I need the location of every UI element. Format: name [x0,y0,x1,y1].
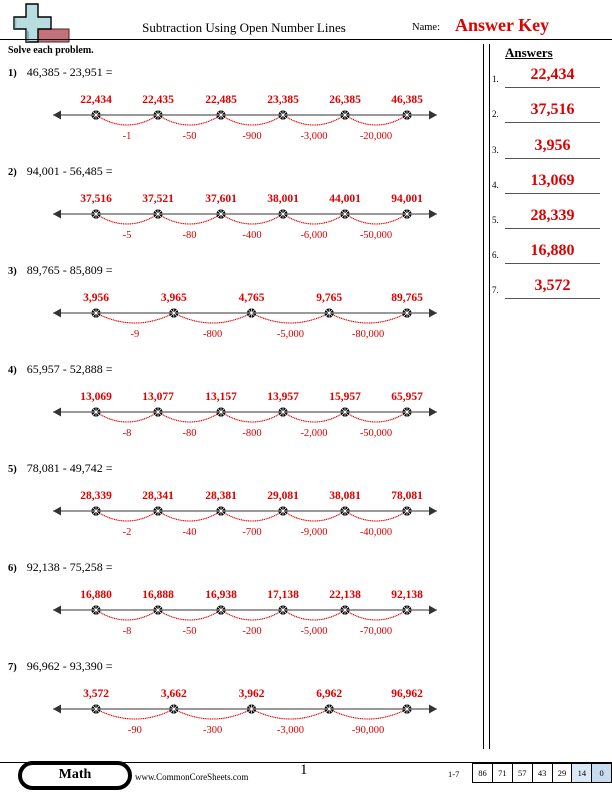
svg-text:-8: -8 [123,428,132,439]
svg-text:-800: -800 [203,329,222,340]
svg-text:22,435: 22,435 [142,94,174,106]
svg-text:3,962: 3,962 [239,688,265,700]
svg-text:89,765: 89,765 [391,292,423,304]
svg-text:-40: -40 [183,527,197,538]
svg-text:26,385: 26,385 [329,94,361,106]
svg-text:-40,000: -40,000 [360,527,392,538]
svg-text:-300: -300 [203,725,222,736]
svg-text:-5,000: -5,000 [277,329,304,340]
svg-text:37,516: 37,516 [80,193,112,205]
svg-text:13,069: 13,069 [80,391,112,403]
svg-text:-50,000: -50,000 [360,428,392,439]
svg-text:37,521: 37,521 [142,193,174,205]
svg-text:28,341: 28,341 [142,490,174,502]
svg-text:-50: -50 [183,626,197,637]
svg-text:4,765: 4,765 [239,292,265,304]
svg-text:-3,000: -3,000 [300,131,327,142]
svg-text:-80: -80 [183,428,197,439]
svg-text:-50,000: -50,000 [360,230,392,241]
svg-text:29,081: 29,081 [267,490,299,502]
svg-text:22,434: 22,434 [80,94,112,106]
svg-text:-400: -400 [242,230,261,241]
svg-text:-1: -1 [123,131,132,142]
svg-text:-800: -800 [242,428,261,439]
svg-text:3,572: 3,572 [83,688,109,700]
svg-text:3,965: 3,965 [161,292,187,304]
svg-text:-70,000: -70,000 [360,626,392,637]
svg-text:-5: -5 [123,230,132,241]
svg-text:23,385: 23,385 [267,94,299,106]
svg-text:13,077: 13,077 [142,391,174,403]
svg-text:38,081: 38,081 [329,490,361,502]
svg-text:-900: -900 [242,131,261,142]
svg-text:94,001: 94,001 [391,193,423,205]
svg-text:92,138: 92,138 [391,589,423,601]
svg-text:9,765: 9,765 [316,292,342,304]
svg-text:13,157: 13,157 [205,391,237,403]
svg-text:46,385: 46,385 [391,94,423,106]
svg-text:-90: -90 [128,725,142,736]
svg-text:16,938: 16,938 [205,589,237,601]
svg-text:-5,000: -5,000 [300,626,327,637]
svg-text:-80,000: -80,000 [352,329,384,340]
svg-text:-2,000: -2,000 [300,428,327,439]
svg-text:44,001: 44,001 [329,193,361,205]
svg-text:65,957: 65,957 [391,391,423,403]
svg-text:22,138: 22,138 [329,589,361,601]
svg-text:96,962: 96,962 [391,688,423,700]
svg-text:-700: -700 [242,527,261,538]
svg-text:28,339: 28,339 [80,490,112,502]
svg-text:-6,000: -6,000 [300,230,327,241]
svg-text:16,880: 16,880 [80,589,112,601]
svg-text:15,957: 15,957 [329,391,361,403]
svg-text:22,485: 22,485 [205,94,237,106]
svg-text:-80: -80 [183,230,197,241]
svg-text:17,138: 17,138 [267,589,299,601]
svg-text:-3,000: -3,000 [277,725,304,736]
svg-text:78,081: 78,081 [391,490,423,502]
svg-text:-90,000: -90,000 [352,725,384,736]
svg-text:13,957: 13,957 [267,391,299,403]
svg-text:-50: -50 [183,131,197,142]
svg-text:-200: -200 [242,626,261,637]
svg-text:3,956: 3,956 [83,292,109,304]
svg-text:-8: -8 [123,626,132,637]
svg-text:-20,000: -20,000 [360,131,392,142]
svg-text:38,001: 38,001 [267,193,299,205]
svg-text:16,888: 16,888 [142,589,174,601]
svg-text:28,381: 28,381 [205,490,237,502]
svg-text:-9: -9 [131,329,140,340]
svg-text:6,962: 6,962 [316,688,342,700]
svg-text:-2: -2 [123,527,132,538]
svg-text:-9,000: -9,000 [300,527,327,538]
svg-text:3,662: 3,662 [161,688,187,700]
svg-text:37,601: 37,601 [205,193,237,205]
